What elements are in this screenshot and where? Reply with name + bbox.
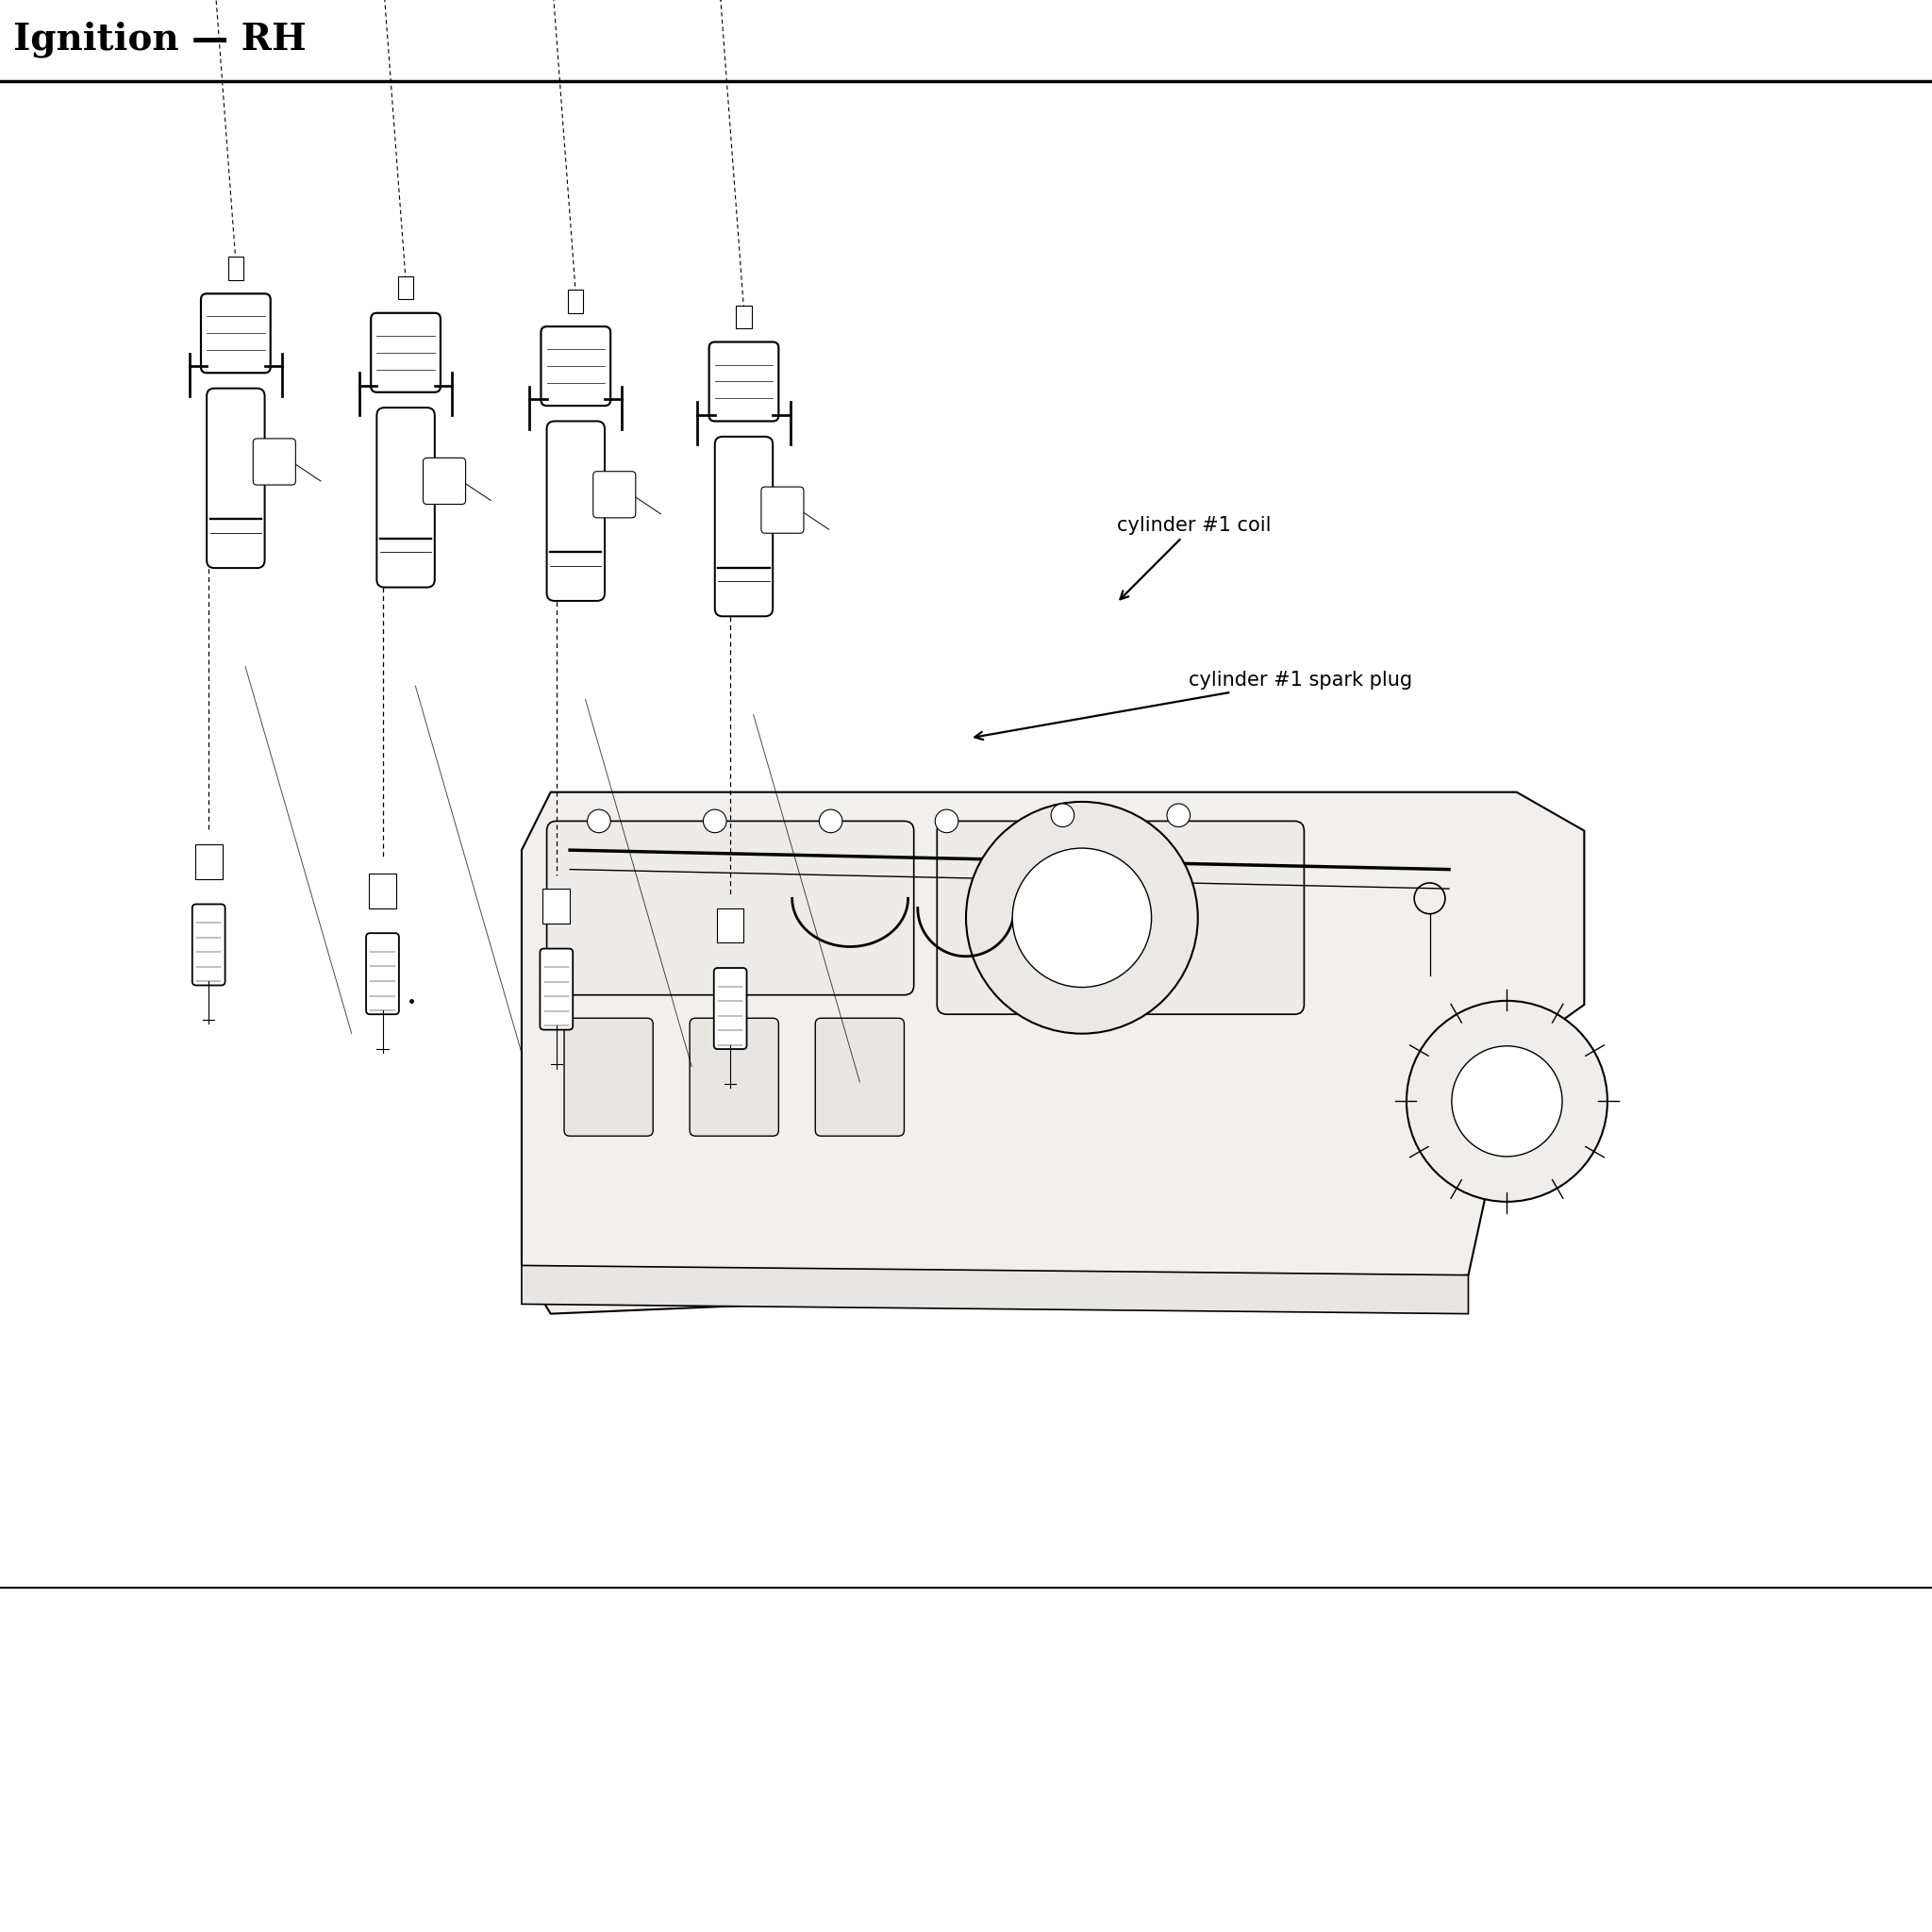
Circle shape (1451, 1045, 1563, 1157)
Bar (195, 844, 222, 879)
Text: Ignition — RH: Ignition — RH (14, 21, 307, 58)
Bar (717, 908, 744, 943)
FancyBboxPatch shape (539, 949, 572, 1030)
FancyBboxPatch shape (191, 904, 224, 985)
FancyBboxPatch shape (547, 821, 914, 995)
Bar (398, 276, 413, 299)
Circle shape (1051, 804, 1074, 827)
Circle shape (1406, 1001, 1607, 1202)
Bar (369, 873, 396, 908)
FancyBboxPatch shape (547, 421, 605, 601)
FancyBboxPatch shape (709, 342, 779, 421)
FancyBboxPatch shape (201, 294, 270, 373)
Circle shape (1012, 848, 1151, 987)
FancyBboxPatch shape (371, 313, 440, 392)
FancyBboxPatch shape (564, 1018, 653, 1136)
Bar (543, 889, 570, 923)
Bar (736, 305, 752, 328)
FancyBboxPatch shape (423, 458, 466, 504)
Circle shape (966, 802, 1198, 1034)
Circle shape (935, 810, 958, 833)
FancyBboxPatch shape (690, 1018, 779, 1136)
FancyBboxPatch shape (253, 439, 296, 485)
Circle shape (703, 810, 726, 833)
Polygon shape (522, 792, 1584, 1314)
FancyBboxPatch shape (541, 327, 611, 406)
Polygon shape (522, 1265, 1468, 1314)
FancyBboxPatch shape (761, 487, 804, 533)
FancyBboxPatch shape (715, 437, 773, 616)
Bar (228, 257, 243, 280)
Circle shape (819, 810, 842, 833)
Text: cylinder #1 coil: cylinder #1 coil (1117, 516, 1271, 599)
FancyBboxPatch shape (207, 388, 265, 568)
FancyBboxPatch shape (715, 968, 746, 1049)
FancyBboxPatch shape (815, 1018, 904, 1136)
Circle shape (1167, 804, 1190, 827)
FancyBboxPatch shape (937, 821, 1304, 1014)
FancyBboxPatch shape (367, 933, 400, 1014)
FancyBboxPatch shape (593, 471, 636, 518)
FancyBboxPatch shape (377, 408, 435, 587)
Text: cylinder #1 spark plug: cylinder #1 spark plug (976, 670, 1412, 740)
Bar (568, 290, 583, 313)
Circle shape (587, 810, 611, 833)
